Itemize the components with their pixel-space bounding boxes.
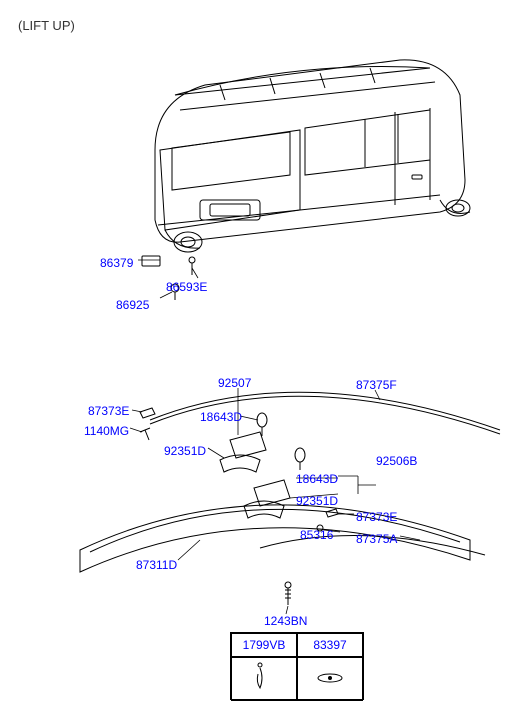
table-icon-83397 xyxy=(297,657,363,701)
label-87373E-left: 87373E xyxy=(88,404,129,418)
table-header-83397: 83397 xyxy=(297,633,363,657)
label-92507: 92507 xyxy=(218,376,251,390)
diagram-svg xyxy=(0,0,524,727)
label-18643D-top: 18643D xyxy=(200,410,242,424)
label-87311D: 87311D xyxy=(136,558,177,572)
table-icon-1799VB xyxy=(231,657,297,701)
table-header-1799VB: 1799VB xyxy=(231,633,297,657)
label-92351D-bot: 92351D xyxy=(296,494,338,508)
label-87375A: 87375A xyxy=(356,532,397,546)
label-18643D-bot: 18643D xyxy=(296,472,338,486)
label-1140MG: 1140MG xyxy=(84,424,129,438)
label-87375F: 87375F xyxy=(356,378,397,392)
label-87373E-right: 87373E xyxy=(356,510,397,524)
label-92506B: 92506B xyxy=(376,454,417,468)
label-85316: 85316 xyxy=(300,528,333,542)
label-92351D-top: 92351D xyxy=(164,444,206,458)
label-1243BN: 1243BN xyxy=(264,614,307,628)
label-86379: 86379 xyxy=(100,256,133,270)
label-86593E: 86593E xyxy=(166,280,207,294)
label-86925: 86925 xyxy=(116,298,149,312)
parts-table: 1799VB 83397 xyxy=(230,632,364,700)
